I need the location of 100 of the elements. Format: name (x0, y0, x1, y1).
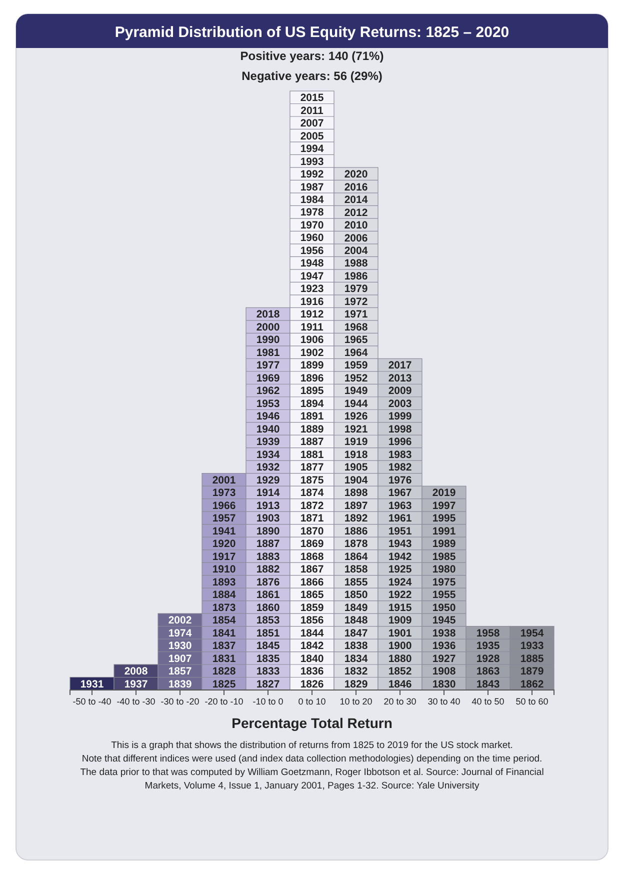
annotation: 1943 (388, 538, 412, 550)
annotation: 1843 (476, 678, 500, 690)
annotation: 1900 (388, 640, 412, 652)
annotation: 1977 (256, 360, 280, 372)
annotation: 1951 (388, 525, 412, 538)
annotation: 1987 (300, 181, 324, 194)
annotation: 1931 (80, 678, 104, 690)
annotation: 1934 (256, 448, 280, 461)
annotation: 2005 (300, 130, 324, 142)
annotation: 1924 (388, 576, 412, 588)
annotation: 2017 (388, 360, 412, 372)
annotation: 1923 (300, 283, 324, 296)
annotation: 1927 (432, 652, 456, 665)
annotation: 1981 (256, 346, 280, 359)
annotation: 1862 (520, 678, 544, 690)
annotation: 1960 (300, 232, 324, 244)
annotation: 1946 (256, 410, 280, 423)
annotation: 1935 (476, 640, 500, 652)
annotation: 1893 (212, 576, 236, 588)
annotation: 1827 (256, 678, 280, 690)
annotation: 1868 (300, 550, 324, 563)
annotation: 1898 (344, 487, 368, 500)
annotation: 1996 (388, 436, 412, 448)
annotation: 1833 (256, 666, 280, 678)
annotation: 1990 (256, 334, 280, 346)
annotation: 1903 (256, 512, 280, 525)
annotation: 1874 (300, 487, 324, 500)
annotation: 1905 (344, 462, 368, 474)
annotation: 1980 (432, 564, 456, 576)
annotation: 2012 (344, 206, 368, 219)
annotation: 1831 (212, 652, 236, 665)
annotation: 1940 (256, 423, 280, 436)
annotation: 1894 (300, 398, 324, 410)
annotation: 1985 (432, 550, 456, 563)
annotation: 1850 (344, 589, 368, 602)
annotation: 1986 (344, 270, 368, 282)
x-tick-label: -40 to -30 (116, 696, 156, 706)
annotation: 1973 (212, 487, 236, 500)
annotation: 1954 (520, 627, 544, 640)
annotation: 1968 (344, 321, 368, 334)
annotation: 1881 (300, 448, 324, 461)
annotation: 1878 (344, 538, 368, 550)
text: Note that different indices were used (and index data collection methodologies) depending on the time period. (82, 754, 542, 764)
annotation: 1846 (388, 678, 412, 690)
annotation: 1866 (300, 576, 324, 588)
annotation: 1876 (256, 576, 280, 588)
annotation: 1967 (388, 487, 412, 500)
annotation: 1867 (300, 564, 324, 576)
annotation: 1860 (256, 602, 280, 614)
annotation: 1826 (300, 678, 324, 690)
annotation: 1837 (212, 640, 236, 652)
annotation: 1998 (388, 423, 412, 436)
annotation: 1834 (344, 652, 368, 665)
annotation: 1872 (300, 500, 324, 512)
annotation: 2004 (344, 245, 368, 258)
annotation: 1948 (300, 258, 324, 270)
annotation: 1899 (300, 360, 324, 372)
annotation: 1965 (344, 334, 368, 346)
annotation: 2016 (344, 181, 368, 194)
annotation: 1992 (300, 168, 324, 181)
annotation: 1906 (300, 334, 324, 346)
annotation: 1847 (344, 627, 368, 640)
annotation: 1969 (256, 372, 280, 384)
annotation: 1880 (388, 652, 412, 665)
annotation: 1909 (388, 614, 412, 627)
annotation: 1873 (212, 602, 236, 614)
annotation: 2018 (256, 308, 280, 321)
annotation: 1959 (344, 360, 368, 372)
annotation: 1836 (300, 666, 324, 678)
annotation: 1842 (300, 640, 324, 652)
annotation: 1892 (344, 512, 368, 525)
text: The data prior to that was computed by William Goetzmann, Roger Ibbotson et al. Source: Journal of Financial Markets, Volume 4, Issue 1, January 2001, Pages 1-32. Source: Yale University (80, 767, 544, 792)
annotation: 1982 (388, 462, 412, 474)
annotation: 1877 (300, 462, 324, 474)
x-tick-label: -20 to -10 (204, 696, 244, 706)
annotation: 1925 (388, 564, 412, 576)
annotation: 1917 (212, 550, 236, 563)
annotation: 1921 (344, 423, 368, 436)
annotation: 2007 (300, 118, 324, 130)
x-tick-label: 50 to 60 (516, 696, 548, 706)
annotation: 1920 (212, 538, 236, 550)
annotation: 1991 (432, 525, 456, 538)
annotation: 1994 (300, 143, 324, 156)
annotation: 2013 (388, 372, 412, 384)
annotation: 1885 (520, 652, 544, 665)
annotation: 1896 (300, 372, 324, 384)
annotation: 1930 (168, 640, 192, 652)
annotation: 2009 (388, 385, 412, 398)
annotation: 1916 (300, 296, 324, 308)
annotation: 1858 (344, 564, 368, 576)
annotation: 1859 (300, 602, 324, 614)
annotation: 1952 (344, 372, 368, 384)
annotation: 1829 (344, 678, 368, 690)
annotation: 1861 (256, 589, 280, 602)
annotation: 1962 (256, 385, 280, 398)
annotation: 1964 (344, 346, 368, 359)
annotation: 1841 (212, 627, 236, 640)
x-tick-label: -10 to 0 (252, 696, 284, 706)
annotation: 1855 (344, 576, 368, 588)
annotation: 1884 (212, 589, 236, 602)
